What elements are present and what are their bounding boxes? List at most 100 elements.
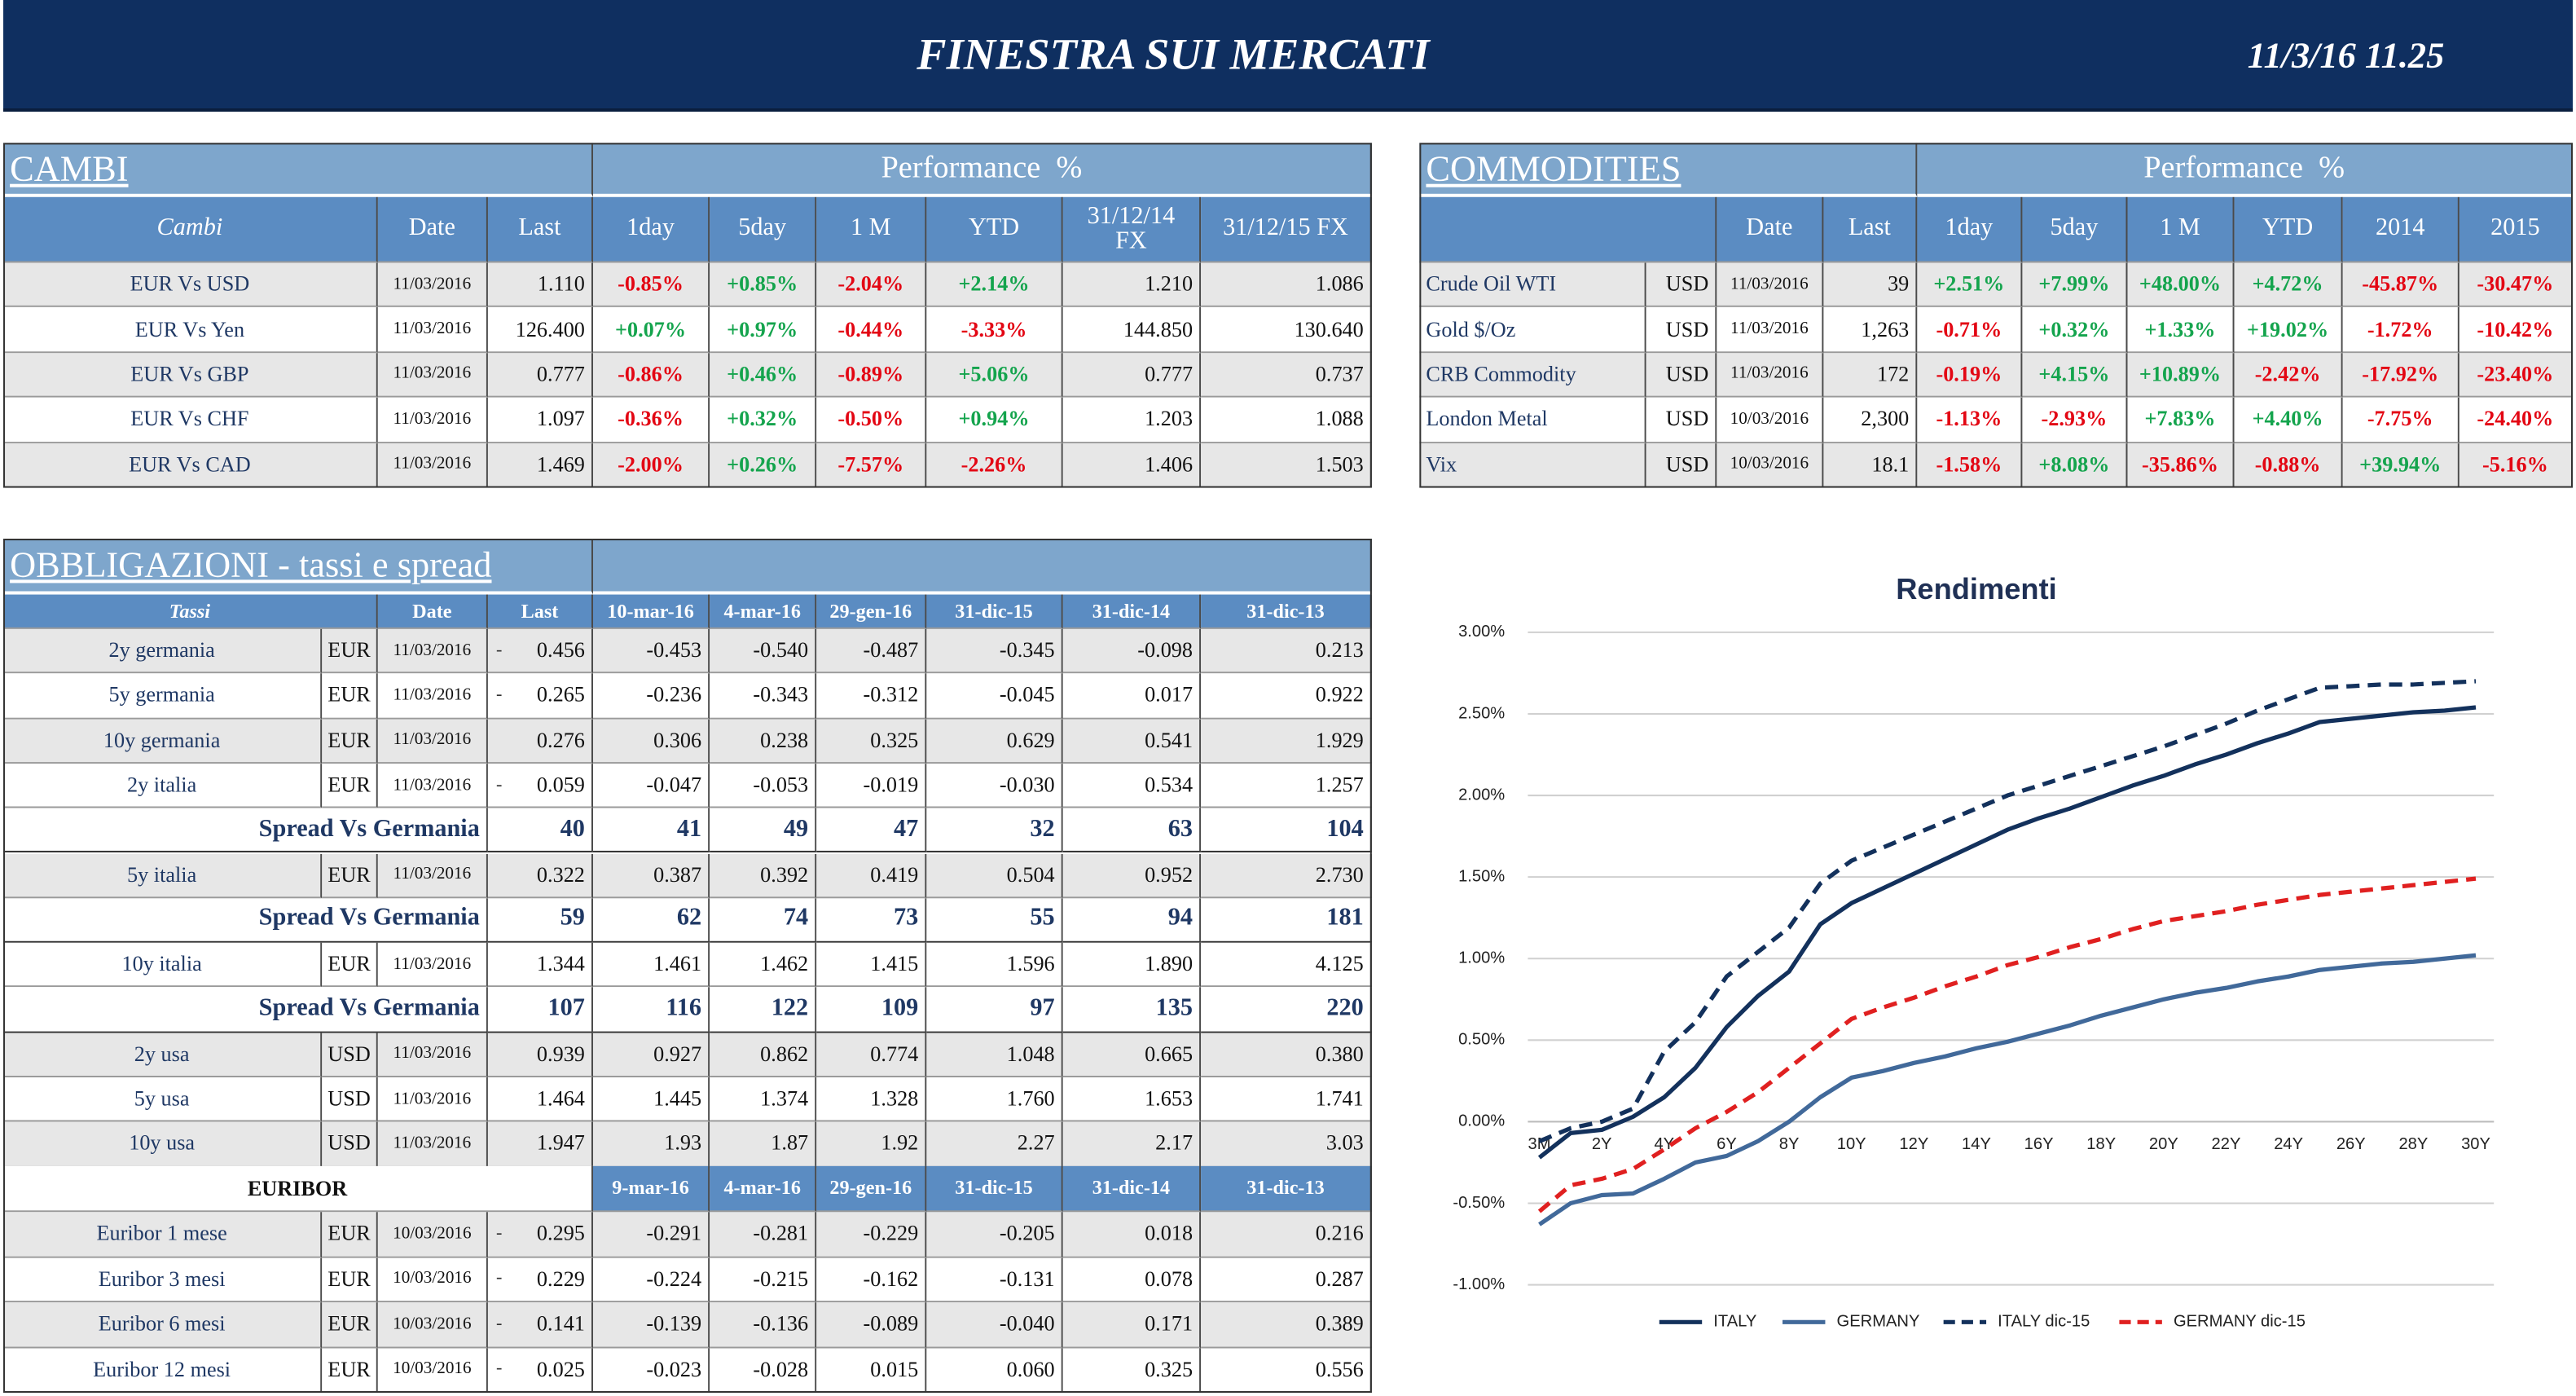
history-value: -0.030 [926,763,1063,808]
history-value: -0.131 [926,1257,1063,1303]
x-tick-label: 26Y [2336,1135,2366,1153]
column-header: 31-dic-14 [1062,594,1202,629]
currency: EUR [322,852,378,898]
table-cell: -0.36% [592,398,710,443]
history-value: 73 [816,897,927,943]
x-tick-label: 20Y [2149,1135,2178,1153]
history-value: 1.93 [592,1122,710,1168]
table-cell: 11/03/2016 [377,262,488,308]
history-value: 63 [1062,808,1202,853]
table-cell: +39.94% [2342,443,2460,488]
table-cell: +4.15% [2022,352,2128,399]
last-value: 0.265 [487,673,593,719]
history-value: 1.415 [816,942,927,988]
section-title: OBBLIGAZIONI - tassi e spread [3,539,593,595]
rate-name: 2y germania [3,628,323,674]
rate-name: Euribor 6 mesi [3,1302,323,1348]
column-header: 1day [592,196,710,263]
section-title: COMMODITIES [1419,143,1918,197]
last-value: 0.322 [487,852,593,898]
column-header: Last [487,594,593,629]
series-line [1537,705,2477,1160]
x-tick-label: 4Y [1654,1135,1674,1153]
table-cell: 11/03/2016 [377,398,488,443]
history-value: 1.741 [1201,1077,1372,1123]
column-header: 31/12/14 FX [1062,196,1202,263]
currency: EUR [322,1257,378,1303]
table-cell: -1.58% [1917,443,2023,488]
table-cell: +48.00% [2127,262,2235,308]
table-cell: EUR Vs CHF [3,398,378,443]
table-cell: -35.86% [2127,443,2235,488]
column-header: 2015 [2459,196,2573,263]
history-value: 1.462 [710,942,817,988]
date: 11/03/2016 [377,1032,488,1078]
column-header: YTD [926,196,1063,263]
history-value: 0.287 [1201,1257,1372,1303]
flag: - [496,1222,503,1244]
column-header: 1day [1917,196,2023,263]
history-value: 1.653 [1062,1077,1202,1123]
history-value: 181 [1201,897,1372,943]
table-cell: USD [1646,307,1717,353]
column-header: Cambi [3,196,378,263]
table-cell: -0.19% [1917,352,2023,399]
table-cell: +10.89% [2127,352,2235,399]
table-cell: -0.44% [816,307,927,353]
y-tick-label: -1.00% [1453,1275,1505,1293]
currency: EUR [322,763,378,808]
history-value: -0.136 [710,1302,817,1348]
history-value: 55 [926,897,1063,943]
history-value: 1.87 [710,1122,817,1168]
rate-name: Euribor 1 mese [3,1212,323,1257]
history-value: 0.216 [1201,1212,1372,1257]
history-value: -0.205 [926,1212,1063,1257]
table-cell: 130.640 [1201,307,1372,353]
last-value: 0.939 [487,1032,593,1078]
date: 10/03/2016 [377,1257,488,1303]
history-value: 0.665 [1062,1032,1202,1078]
history-value: 0.556 [1201,1347,1372,1393]
history-value: -0.291 [592,1212,710,1257]
table-cell: +4.40% [2234,398,2343,443]
table-cell: 18.1 [1823,443,1918,488]
chart: Rendimenti -1.00% -0.50% 0.00% 0.50% 1.00% 1.… [1413,542,2573,1393]
last-value: 0.141 [487,1302,593,1348]
last-value: 0.059 [487,763,593,808]
history-value: 1.92 [816,1122,927,1168]
history-value: 0.325 [816,718,927,764]
x-tick-label: 14Y [1962,1135,1991,1153]
y-tick-label: 2.00% [1458,786,1505,804]
last-value: 1.947 [487,1122,593,1168]
rate-name: 5y usa [3,1077,323,1123]
table-cell: +0.46% [710,352,817,399]
table-cell: -0.50% [816,398,927,443]
table-cell: -2.00% [592,443,710,488]
table-cell: Gold $/Oz [1419,307,1646,353]
history-value: 0.952 [1062,852,1202,898]
table-cell: -17.92% [2342,352,2460,399]
history-value: 0.078 [1062,1257,1202,1303]
series-line [1537,876,2477,1213]
history-value: 1.328 [816,1077,927,1123]
last-value: 1.464 [487,1077,593,1123]
column-header: 4-mar-16 [710,1165,817,1213]
table-cell: -0.71% [1917,307,2023,353]
table-cell: 1.088 [1201,398,1372,443]
y-tick-label: 1.50% [1458,867,1505,885]
last-value: 0.276 [487,718,593,764]
rate-name: Euribor 3 mesi [3,1257,323,1303]
table-cell: USD [1646,262,1717,308]
table-cell: 144.850 [1062,307,1202,353]
last-value: 1.344 [487,942,593,988]
table-cell: -10.42% [2459,307,2573,353]
currency: EUR [322,1302,378,1348]
table-cell: +1.33% [2127,307,2235,353]
date: 11/03/2016 [377,718,488,764]
legend-label: ITALY dic-15 [1998,1313,2090,1331]
column-header: 31/12/15 FX [1201,196,1372,263]
history-value: -0.229 [816,1212,927,1257]
history-value: -0.312 [816,673,927,719]
table-cell: USD [1646,398,1717,443]
history-value: 116 [592,987,710,1033]
